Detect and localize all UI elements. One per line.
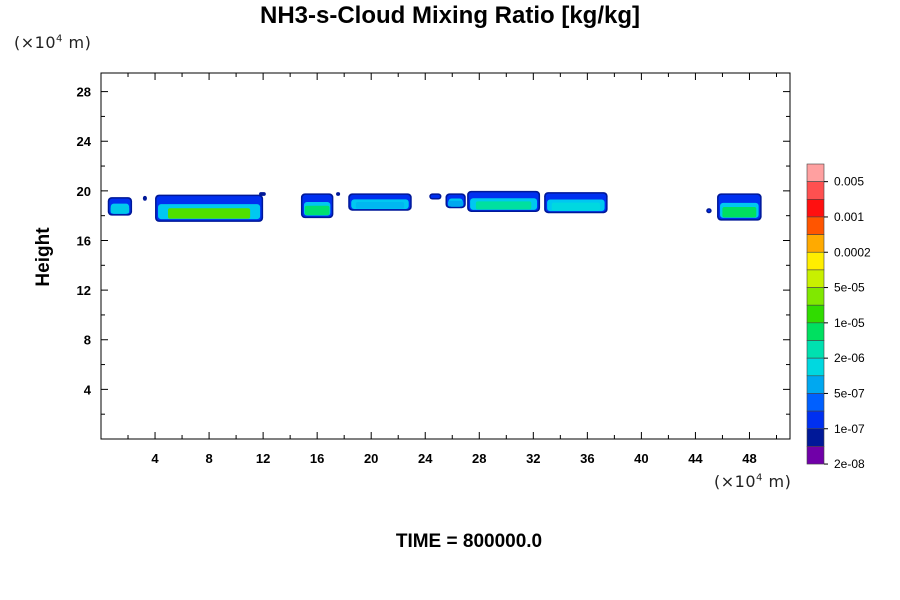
colorbar-label: 1e-07 [834, 422, 865, 436]
colorbar-swatch [806, 163, 825, 182]
colorbar-swatch [806, 234, 825, 253]
x-tick-label: 4 [151, 451, 159, 466]
x-unit-suffix: m) [762, 472, 792, 491]
cloud-core [304, 205, 330, 216]
time-label: TIME = 800000.0 [395, 531, 543, 552]
cloud-core [110, 206, 130, 214]
y-tick-label: 16 [77, 233, 91, 248]
x-unit-exponent: 4 [756, 472, 763, 484]
y-tick-label: 12 [77, 283, 91, 298]
y-tick-label: 8 [84, 333, 91, 348]
x-unit-prefix: (×10 [714, 472, 757, 491]
x-tick-label: 32 [526, 451, 540, 466]
colorbar-label: 2e-08 [834, 457, 865, 471]
cloud-outline [142, 195, 147, 201]
x-tick-label: 48 [742, 451, 756, 466]
colorbar-swatch [806, 375, 825, 394]
cloud-patch [300, 193, 334, 219]
cloud-outline [259, 192, 266, 196]
plot-area [101, 73, 790, 439]
cloud-patch [467, 190, 541, 212]
cloud-blue-layer [707, 209, 711, 212]
cloud-core [722, 206, 757, 218]
cloud-core [355, 202, 405, 209]
cloud-field [107, 190, 762, 222]
cloud-patch [348, 193, 412, 211]
colorbar-label: 1e-05 [834, 316, 865, 330]
cloud-patch [142, 195, 147, 201]
cloud-core [551, 202, 600, 211]
cloud-patch [336, 192, 341, 196]
y-tick-label: 20 [77, 184, 91, 199]
colorbar-swatch [806, 304, 825, 324]
cloud-core [168, 208, 251, 219]
colorbar-swatch [806, 199, 825, 218]
x-tick-label: 20 [364, 451, 378, 466]
colorbar-swatch [806, 410, 825, 430]
y-unit-suffix: m) [62, 33, 92, 52]
colorbar-swatch [806, 287, 825, 306]
cloud-outline [336, 192, 341, 196]
cloud-patch [717, 193, 762, 221]
x-tick-label: 12 [256, 451, 270, 466]
colorbar-swatch [806, 181, 825, 200]
cloud-core [475, 201, 532, 210]
colorbar-label: 5e-07 [834, 386, 865, 400]
cloud-patch [107, 197, 133, 216]
colorbar-swatch [806, 357, 825, 377]
chart-title: NH3-s-Cloud Mixing Ratio [kg/kg] [260, 2, 640, 29]
colorbar-swatch [806, 269, 825, 288]
cloud-patch [155, 194, 264, 222]
x-tick-label: 40 [634, 451, 648, 466]
colorbar-swatch [806, 216, 825, 235]
cloud-blue-layer [430, 194, 440, 199]
y-tick-label: 4 [84, 382, 92, 397]
cloud-patch [429, 193, 442, 200]
colorbar-label: 2e-06 [834, 351, 865, 365]
colorbar-swatch [806, 428, 825, 447]
y-unit-exponent: 4 [56, 33, 63, 45]
x-tick-label: 16 [310, 451, 324, 466]
colorbar-swatch [806, 393, 825, 412]
cloud-patch [544, 192, 608, 214]
colorbar-swatch [806, 446, 825, 465]
cloud-core [447, 200, 464, 207]
x-tick-label: 28 [472, 451, 486, 466]
x-tick-label: 44 [688, 451, 703, 466]
colorbar: 0.005 0.001 0.0002 5e-05 1e-05 2e-06 5e-07 1e-0… [806, 163, 871, 471]
y-unit-prefix: (×10 [14, 33, 57, 52]
y-tick-label: 24 [77, 134, 92, 149]
x-tick-label: 8 [205, 451, 212, 466]
colorbar-label: 5e-05 [834, 281, 865, 295]
colorbar-swatch [806, 251, 825, 271]
y-axis-unit: (×104 m) [14, 33, 91, 52]
plot-frame [100, 72, 791, 440]
x-axis-unit: (×104 m) [714, 472, 791, 491]
cloud-patch [445, 193, 466, 209]
colorbar-label: 0.001 [834, 210, 864, 224]
y-tick-label: 28 [77, 85, 91, 100]
colorbar-swatch [806, 340, 825, 359]
cloud-patch [706, 208, 712, 214]
cloud-patch [259, 192, 266, 196]
colorbar-label: 0.005 [834, 175, 864, 189]
x-tick-label: 36 [580, 451, 594, 466]
colorbar-label: 0.0002 [834, 245, 871, 259]
colorbar-swatch [806, 322, 825, 341]
x-tick-label: 24 [418, 451, 433, 466]
